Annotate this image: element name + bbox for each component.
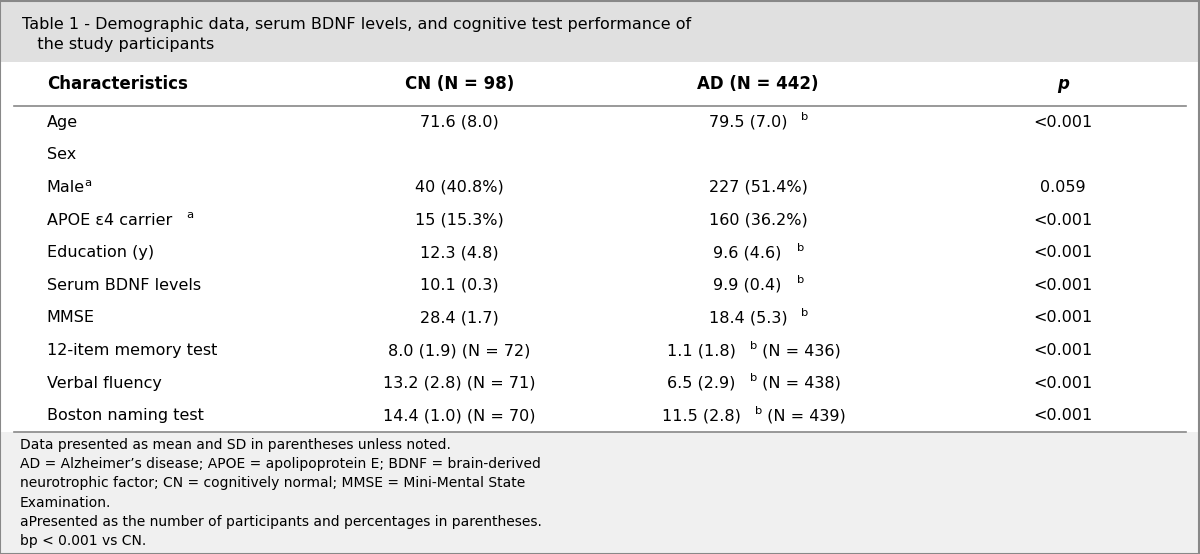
Text: AD = Alzheimer’s disease; APOE = apolipoprotein E; BDNF = brain-derived: AD = Alzheimer’s disease; APOE = apolipo…: [20, 457, 541, 471]
Text: b: b: [797, 275, 804, 285]
Text: MMSE: MMSE: [47, 310, 95, 325]
Text: 12.3 (4.8): 12.3 (4.8): [420, 245, 499, 260]
Text: Boston naming test: Boston naming test: [47, 408, 204, 423]
Text: b: b: [750, 341, 757, 351]
Text: Examination.: Examination.: [20, 496, 112, 510]
Text: Verbal fluency: Verbal fluency: [47, 376, 162, 391]
Text: Serum BDNF levels: Serum BDNF levels: [47, 278, 200, 293]
Text: Table 1 - Demographic data, serum BDNF levels, and cognitive test performance of: Table 1 - Demographic data, serum BDNF l…: [22, 17, 691, 32]
Text: <0.001: <0.001: [1033, 245, 1092, 260]
Text: a: a: [84, 177, 91, 187]
Text: Data presented as mean and SD in parentheses unless noted.: Data presented as mean and SD in parenth…: [20, 438, 451, 452]
Text: aPresented as the number of participants and percentages in parentheses.: aPresented as the number of participants…: [20, 515, 542, 529]
Bar: [0, 432, 1200, 554]
Text: CN (N = 98): CN (N = 98): [404, 75, 514, 93]
Text: <0.001: <0.001: [1033, 310, 1092, 325]
Text: <0.001: <0.001: [1033, 376, 1092, 391]
Text: 12-item memory test: 12-item memory test: [47, 343, 217, 358]
Text: 8.0 (1.9) (N = 72): 8.0 (1.9) (N = 72): [388, 343, 530, 358]
Text: (N = 438): (N = 438): [757, 376, 841, 391]
Bar: [0, 0, 1200, 62]
Text: <0.001: <0.001: [1033, 343, 1092, 358]
Text: 18.4 (5.3): 18.4 (5.3): [708, 310, 787, 325]
Text: <0.001: <0.001: [1033, 408, 1092, 423]
Text: 28.4 (1.7): 28.4 (1.7): [420, 310, 499, 325]
Text: <0.001: <0.001: [1033, 213, 1092, 228]
Text: the study participants: the study participants: [22, 37, 215, 52]
Text: AD (N = 442): AD (N = 442): [697, 75, 818, 93]
Text: 14.4 (1.0) (N = 70): 14.4 (1.0) (N = 70): [383, 408, 535, 423]
Text: a: a: [186, 210, 193, 220]
Text: 11.5 (2.8): 11.5 (2.8): [662, 408, 742, 423]
Text: 0.059: 0.059: [1040, 180, 1086, 195]
Text: neurotrophic factor; CN = cognitively normal; MMSE = Mini-Mental State: neurotrophic factor; CN = cognitively no…: [20, 476, 526, 490]
Text: 1.1 (1.8): 1.1 (1.8): [667, 343, 736, 358]
Text: b: b: [755, 406, 762, 416]
Text: 9.9 (0.4): 9.9 (0.4): [713, 278, 781, 293]
Text: APOE ε4 carrier: APOE ε4 carrier: [47, 213, 172, 228]
Text: Age: Age: [47, 115, 78, 130]
Text: bp < 0.001 vs CN.: bp < 0.001 vs CN.: [20, 535, 146, 548]
Text: <0.001: <0.001: [1033, 278, 1092, 293]
Text: 15 (15.3%): 15 (15.3%): [415, 213, 504, 228]
Text: <0.001: <0.001: [1033, 115, 1092, 130]
Text: (N = 436): (N = 436): [757, 343, 841, 358]
Text: 79.5 (7.0): 79.5 (7.0): [708, 115, 787, 130]
Text: 40 (40.8%): 40 (40.8%): [415, 180, 504, 195]
Text: Sex: Sex: [47, 147, 76, 162]
Text: Male: Male: [47, 180, 85, 195]
Text: Characteristics: Characteristics: [47, 75, 187, 93]
Text: 71.6 (8.0): 71.6 (8.0): [420, 115, 499, 130]
Text: Education (y): Education (y): [47, 245, 154, 260]
Text: 9.6 (4.6): 9.6 (4.6): [713, 245, 781, 260]
Text: p: p: [1057, 75, 1069, 93]
Text: 6.5 (2.9): 6.5 (2.9): [667, 376, 736, 391]
Text: b: b: [802, 308, 809, 318]
Text: 13.2 (2.8) (N = 71): 13.2 (2.8) (N = 71): [383, 376, 535, 391]
Text: b: b: [802, 112, 809, 122]
Text: 10.1 (0.3): 10.1 (0.3): [420, 278, 499, 293]
Text: (N = 439): (N = 439): [762, 408, 845, 423]
Text: b: b: [797, 243, 804, 253]
Bar: [0, 62, 1200, 106]
Text: 227 (51.4%): 227 (51.4%): [709, 180, 808, 195]
Text: 160 (36.2%): 160 (36.2%): [709, 213, 808, 228]
Text: b: b: [750, 373, 757, 383]
